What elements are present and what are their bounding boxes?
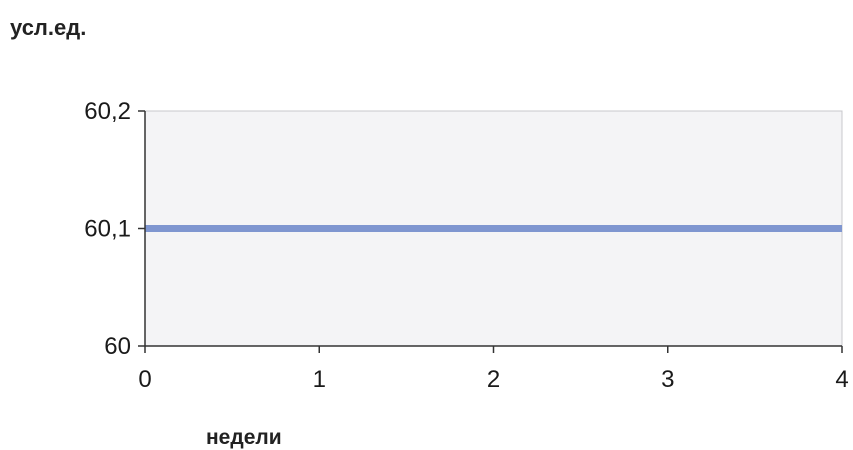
x-tick-label: 4 [835, 366, 848, 393]
x-axis-label: недели [206, 426, 282, 449]
y-axis-label: усл.ед. [10, 15, 86, 40]
y-tick-label: 60 [104, 333, 131, 360]
x-tick-label: 0 [138, 366, 151, 393]
y-tick-label: 60,2 [84, 98, 131, 125]
x-tick-label: 1 [313, 366, 326, 393]
x-tick-label: 3 [661, 366, 674, 393]
x-tick-label: 2 [487, 366, 500, 393]
y-tick-label: 60,1 [84, 216, 131, 243]
